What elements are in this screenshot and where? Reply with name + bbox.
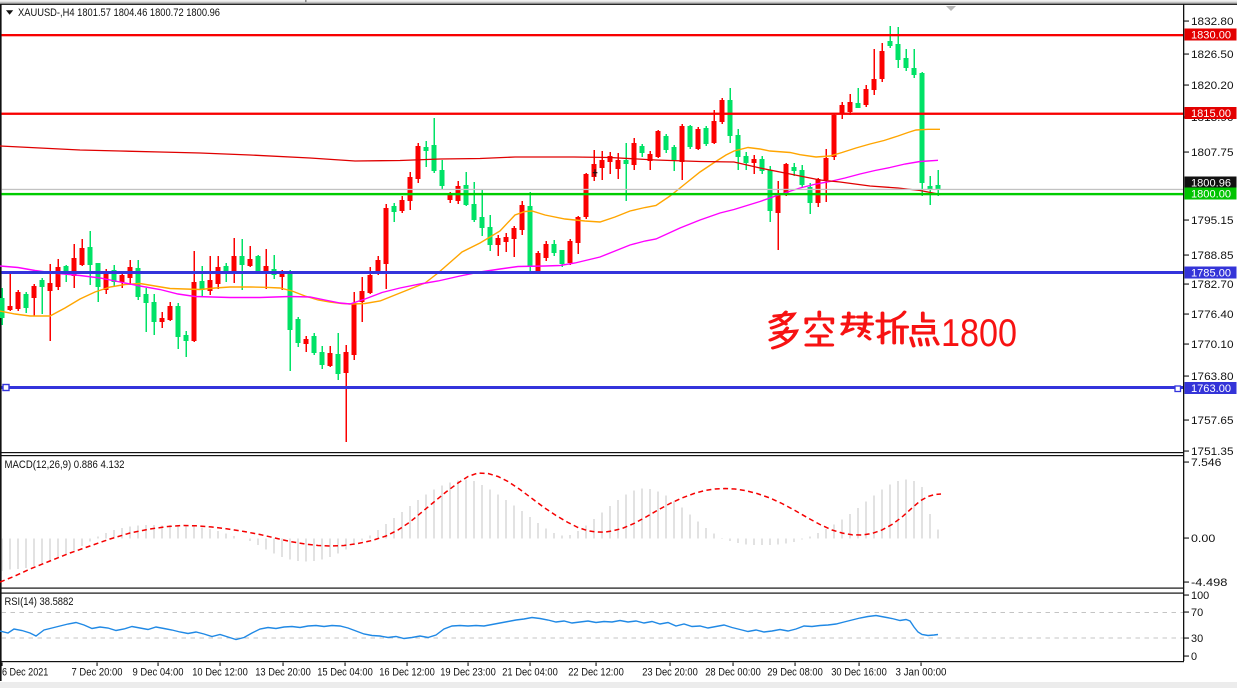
- svg-text:30 Dec 16:00: 30 Dec 16:00: [831, 667, 887, 679]
- svg-text:RSI(14) 38.5882: RSI(14) 38.5882: [5, 596, 74, 608]
- svg-text:1751.35: 1751.35: [1191, 446, 1233, 458]
- svg-text:10 Dec 12:00: 10 Dec 12:00: [192, 667, 248, 679]
- svg-text:23 Dec 20:00: 23 Dec 20:00: [642, 667, 698, 679]
- svg-text:22 Dec 12:00: 22 Dec 12:00: [568, 667, 624, 679]
- svg-text:0.00: 0.00: [1191, 533, 1215, 545]
- svg-text:1807.75: 1807.75: [1191, 147, 1233, 159]
- svg-text:9 Dec 04:00: 9 Dec 04:00: [133, 667, 184, 679]
- svg-text:1763.00: 1763.00: [1191, 383, 1231, 395]
- svg-text:-4.498: -4.498: [1191, 577, 1227, 589]
- svg-text:7.546: 7.546: [1191, 457, 1221, 469]
- svg-text:1815.00: 1815.00: [1191, 108, 1231, 120]
- svg-text:MACD(12,26,9) 0.886 4.132: MACD(12,26,9) 0.886 4.132: [5, 459, 125, 471]
- svg-text:1800: 1800: [941, 312, 1017, 355]
- svg-text:3 Jan 00:00: 3 Jan 00:00: [896, 667, 947, 679]
- svg-text:70: 70: [1191, 607, 1203, 619]
- svg-text:1795.15: 1795.15: [1191, 215, 1233, 227]
- svg-text:XAUUSD-,H4 1801.57 1804.46 18: XAUUSD-,H4 1801.57 1804.46 1800.72 1800.…: [18, 7, 220, 19]
- svg-text:1826.50: 1826.50: [1191, 49, 1233, 61]
- svg-text:1782.70: 1782.70: [1191, 279, 1233, 291]
- svg-text:1820.20: 1820.20: [1191, 80, 1233, 92]
- svg-text:13 Dec 20:00: 13 Dec 20:00: [255, 667, 311, 679]
- svg-text:1832.80: 1832.80: [1191, 16, 1233, 28]
- svg-text:15 Dec 04:00: 15 Dec 04:00: [317, 667, 373, 679]
- svg-text:7 Dec 20:00: 7 Dec 20:00: [72, 667, 123, 679]
- svg-text:1776.40: 1776.40: [1191, 309, 1233, 321]
- svg-text:1785.00: 1785.00: [1191, 268, 1231, 280]
- svg-text:1788.85: 1788.85: [1191, 250, 1233, 262]
- svg-text:19 Dec 23:00: 19 Dec 23:00: [440, 667, 496, 679]
- svg-text:1757.65: 1757.65: [1191, 415, 1233, 427]
- svg-text:21 Dec 04:00: 21 Dec 04:00: [502, 667, 558, 679]
- svg-text:6 Dec 2021: 6 Dec 2021: [2, 667, 48, 679]
- svg-text:1800.00: 1800.00: [1191, 189, 1231, 201]
- svg-text:100: 100: [1191, 590, 1209, 602]
- svg-text:29 Dec 08:00: 29 Dec 08:00: [767, 667, 823, 679]
- svg-text:1770.10: 1770.10: [1191, 339, 1233, 351]
- svg-text:1763.80: 1763.80: [1191, 371, 1233, 383]
- svg-text:28 Dec 00:00: 28 Dec 00:00: [705, 667, 761, 679]
- svg-text:0: 0: [1191, 651, 1197, 663]
- svg-text:1800.96: 1800.96: [1191, 178, 1231, 190]
- svg-text:16 Dec 12:00: 16 Dec 12:00: [379, 667, 435, 679]
- svg-text:1830.00: 1830.00: [1191, 30, 1231, 42]
- svg-text:30: 30: [1191, 633, 1203, 645]
